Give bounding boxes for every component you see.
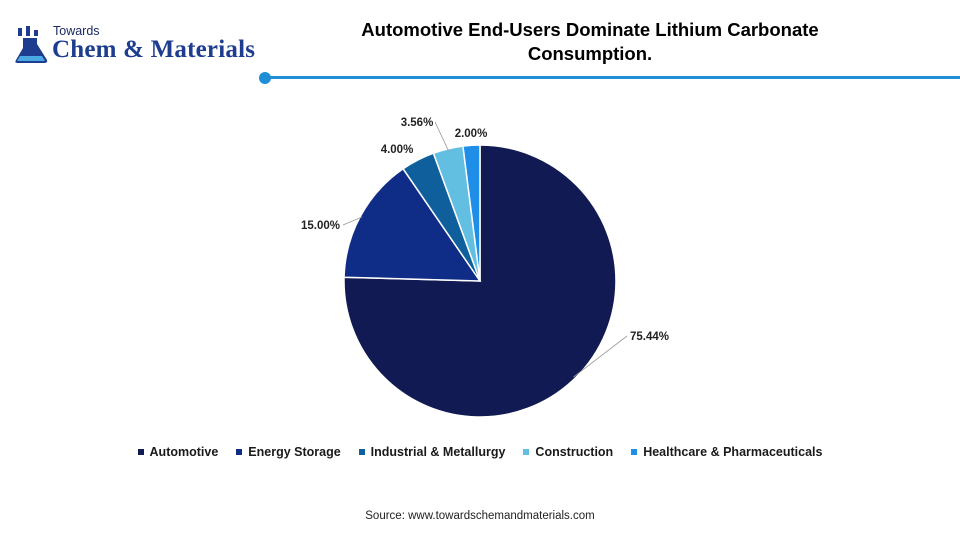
legend-label: Construction [535,445,614,459]
legend-item: Automotive [137,445,219,459]
legend-swatch [236,449,243,455]
header-rule-dot [259,72,271,84]
header-rule-line [268,76,960,79]
data-label: 4.00% [381,144,414,156]
chart-legend: Automotive Energy Storage Industrial & Met… [0,445,960,459]
legend-item: Construction [523,445,613,459]
legend-label: Automotive [149,445,219,459]
legend-item: Energy Storage [236,445,341,459]
legend-swatch [631,449,638,455]
flask-icon [15,26,48,63]
legend-label: Energy Storage [248,445,341,459]
data-label: 2.00% [455,128,488,140]
leader-line [573,335,628,378]
logo: Towards Chem & Materials [14,22,256,68]
legend-label: Industrial & Metallurgy [370,445,506,459]
leader-line [342,216,363,226]
pie-chart: 75.44% 15.00% 4.00% 3.56% 2.00% [301,117,669,418]
legend-item: Industrial & Metallurgy [358,445,506,459]
chart-title-line-2: Consumption. [527,43,653,64]
leader-line [434,121,449,151]
source-note: Source: www.towardschemandmaterials.com [365,510,595,522]
data-label: 15.00% [301,220,340,232]
legend-label: Healthcare & Pharmaceuticals [643,445,823,459]
chart-title-line-1: Automotive End-Users Dominate Lithium Ca… [361,19,819,40]
logo-brand-text: Chem & Materials [52,36,256,63]
legend-item: Healthcare & Pharmaceuticals [631,445,822,459]
legend-swatch [523,449,530,455]
legend-swatch [358,449,365,455]
logo-towards-text: Towards [53,24,100,38]
pie-slice-healthcare-pharmaceuticals [462,144,481,282]
data-label: 3.56% [401,117,434,129]
pie-slice-energy-storage [343,167,482,282]
data-label: 75.44% [630,331,669,343]
legend-swatch [137,449,144,455]
chart-title: Automotive End-Users Dominate Lithium Ca… [320,18,860,66]
